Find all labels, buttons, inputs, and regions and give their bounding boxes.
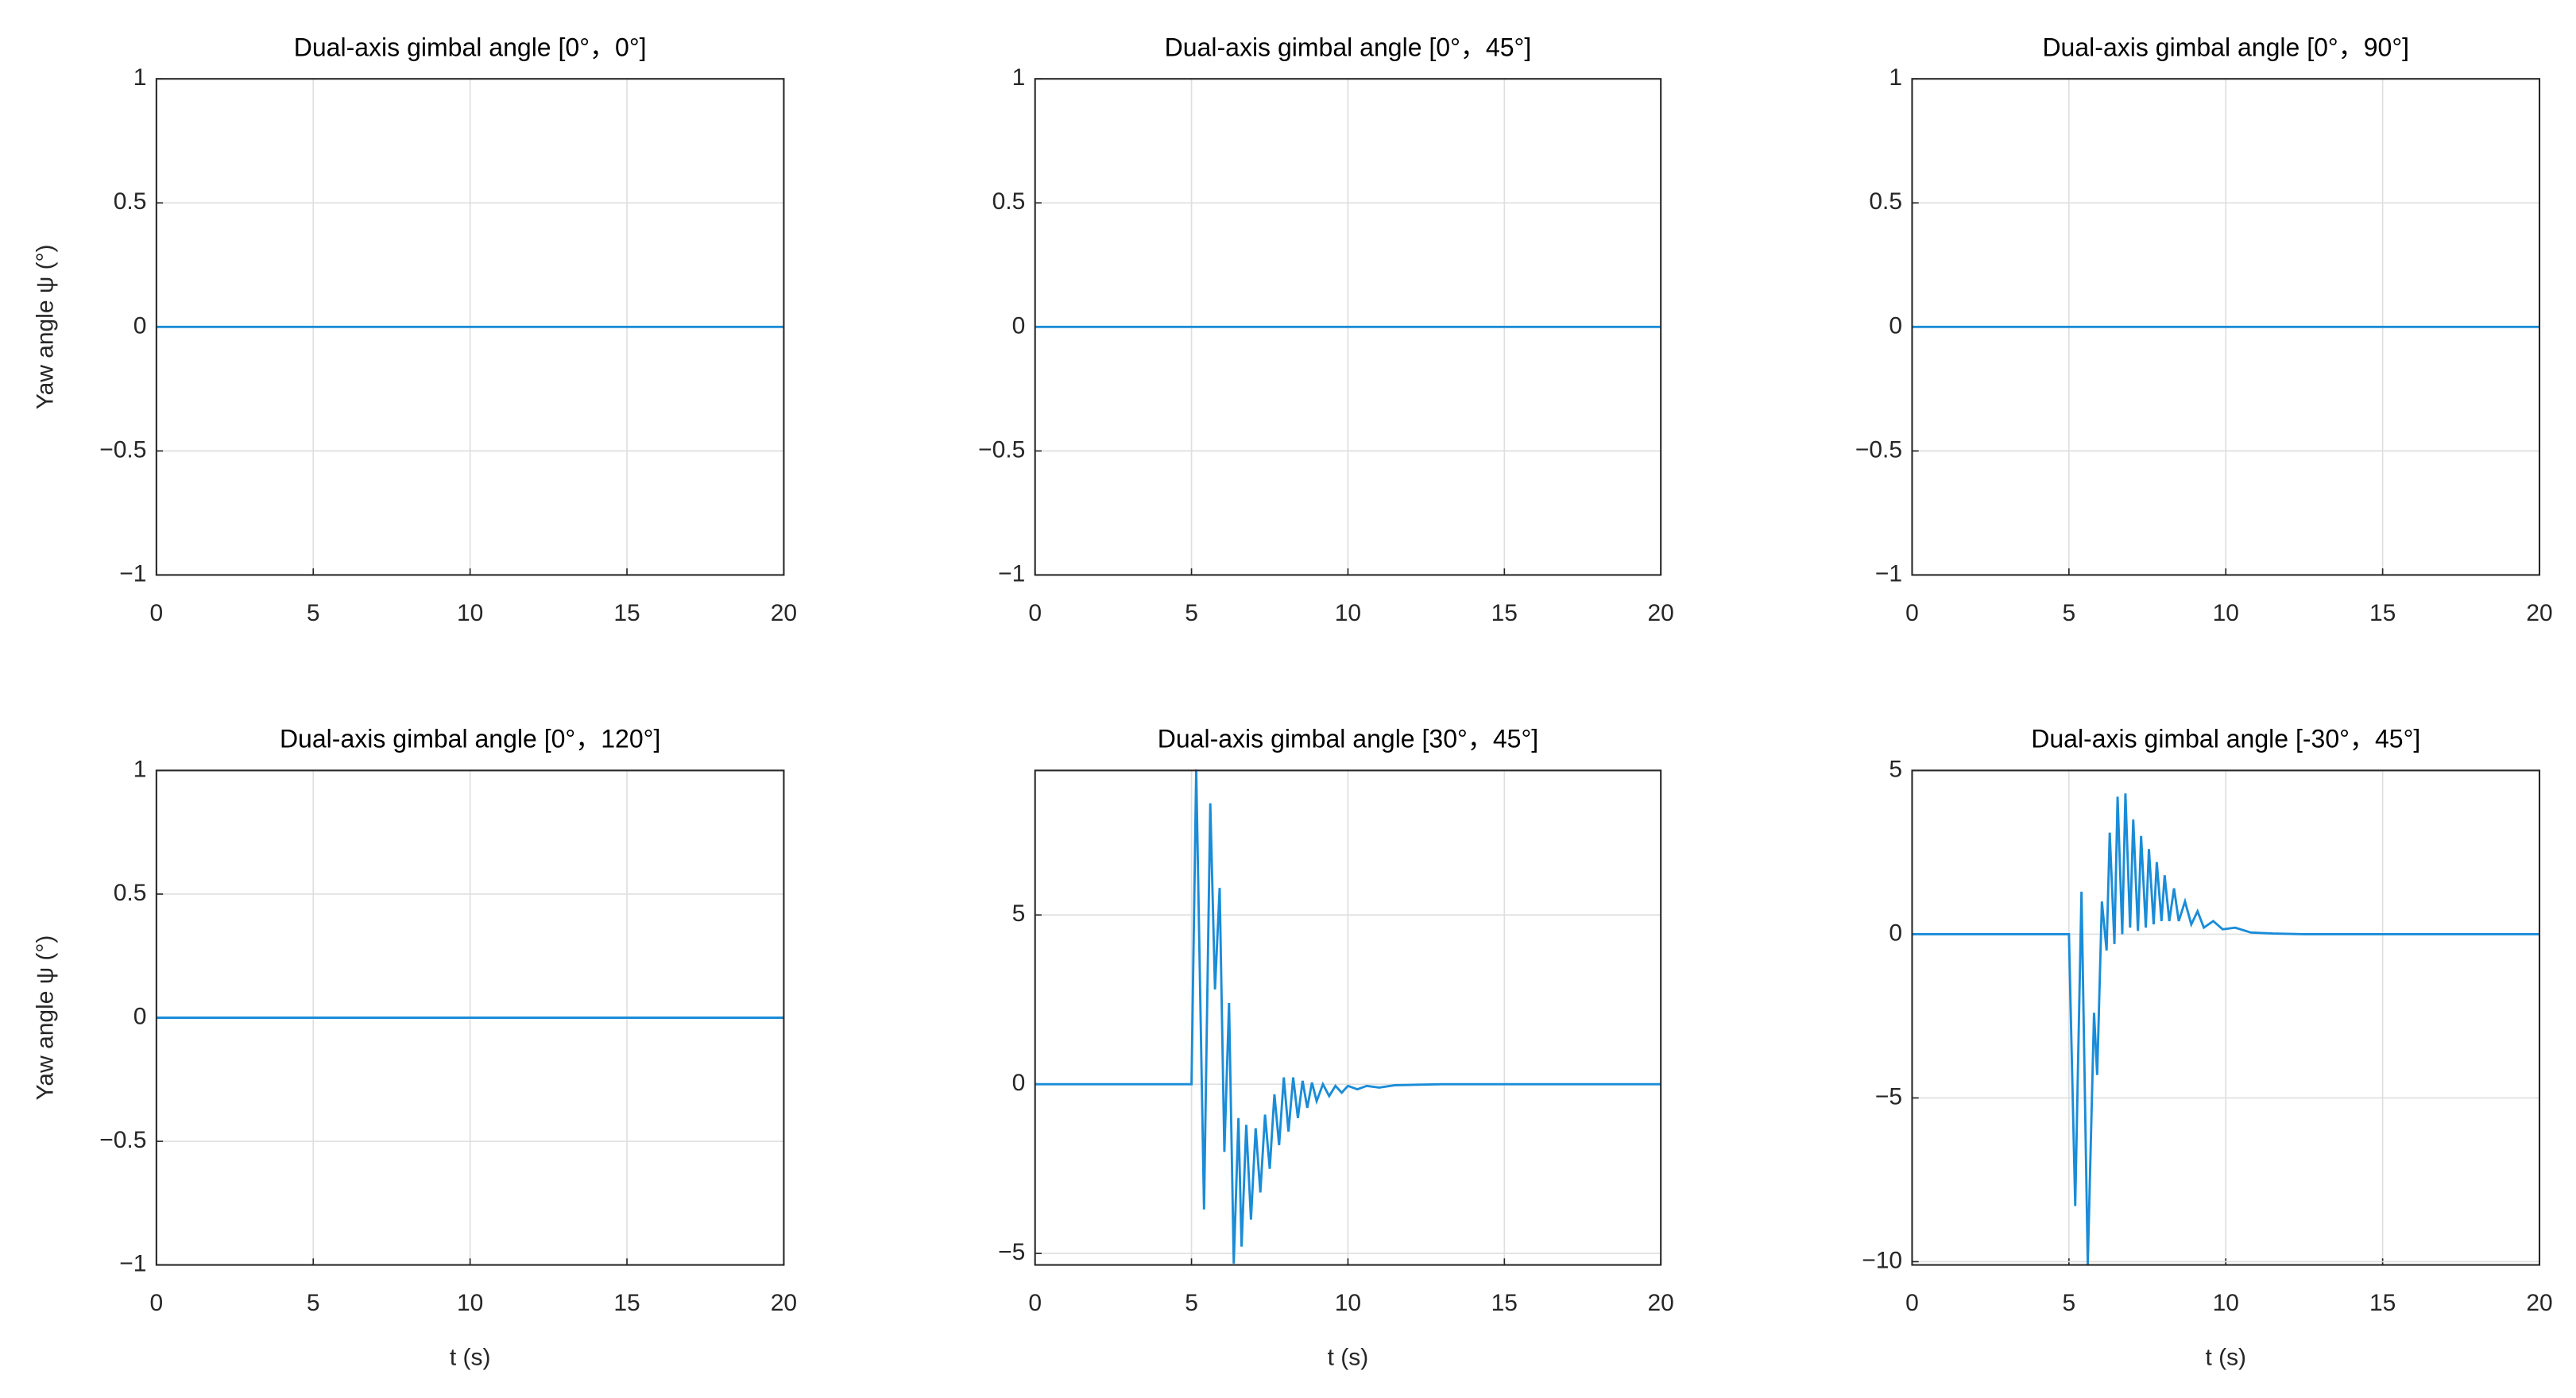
- axes-box: [155, 78, 785, 576]
- subplot-title: Dual-axis gimbal angle [-30°，45°]: [2031, 725, 2420, 753]
- x-tick-label: 10: [457, 600, 483, 626]
- x-tick-label: 20: [771, 1290, 797, 1316]
- x-tick-label: 15: [613, 600, 640, 626]
- x-tick-label: 5: [1185, 1290, 1198, 1316]
- subplot-title: Dual-axis gimbal angle [0°，120°]: [280, 725, 660, 753]
- x-tick-label: 5: [2063, 600, 2076, 626]
- x-tick-label: 15: [613, 1290, 640, 1316]
- x-tick-label: 5: [307, 600, 320, 626]
- y-tick-label: 0.5: [114, 880, 147, 906]
- x-tick-label: 15: [2369, 1290, 2396, 1316]
- y-tick-label: 0: [1889, 312, 1902, 339]
- y-tick-label: −1: [1875, 560, 1902, 587]
- y-tick-label: 5: [1012, 900, 1026, 927]
- x-tick-label: 10: [2213, 1290, 2239, 1316]
- x-axis-label: t (s): [450, 1344, 491, 1370]
- x-tick-label: 15: [1491, 600, 1518, 626]
- subplot-title: Dual-axis gimbal angle [0°，45°]: [1165, 33, 1532, 61]
- x-tick-label: 0: [1028, 600, 1042, 626]
- y-axis-label: Yaw angle ψ (°): [32, 244, 58, 409]
- x-tick-label: 5: [1185, 600, 1198, 626]
- axes-box: [1911, 78, 2541, 576]
- x-tick-label: 5: [2063, 1290, 2076, 1316]
- x-tick-label: 20: [1648, 600, 1674, 626]
- y-tick-label: 1: [1012, 64, 1026, 91]
- x-tick-label: 15: [2369, 600, 2396, 626]
- subplot: 0 5 10 15 20 −1 −0.5 0 0.5 1 Dual-axis gimbal angl…: [32, 33, 797, 625]
- y-tick-label: 1: [133, 756, 147, 782]
- subplot: 0 5 10 15 20 −1 −0.5 0 0.5 1 Dual-axis gimbal angl…: [978, 33, 1674, 625]
- x-tick-label: 0: [150, 1290, 164, 1316]
- x-tick-label: 10: [457, 1290, 483, 1316]
- x-tick-label: 20: [2526, 600, 2552, 626]
- x-tick-label: 0: [1905, 1290, 1919, 1316]
- data-line: [1035, 769, 1661, 1264]
- y-tick-label: −10: [1862, 1247, 1902, 1273]
- x-tick-label: 10: [2213, 600, 2239, 626]
- y-tick-label: 0: [133, 312, 147, 339]
- x-tick-label: 5: [307, 1290, 320, 1316]
- y-tick-label: −0.5: [1855, 436, 1902, 463]
- subplot: 0 5 10 15 20 −1 −0.5 0 0.5 1 Dual-axis gimbal angl…: [1855, 33, 2553, 625]
- x-tick-label: 20: [1648, 1290, 1674, 1316]
- axes-box: [1034, 769, 1662, 1266]
- x-tick-label: 20: [2526, 1290, 2552, 1316]
- y-tick-label: 0: [1889, 920, 1902, 946]
- y-tick-label: −0.5: [978, 436, 1025, 463]
- y-tick-label: −1: [998, 560, 1025, 587]
- axes-box: [1034, 78, 1662, 576]
- y-tick-label: −1: [119, 1250, 146, 1276]
- x-axis-label: t (s): [2205, 1344, 2246, 1370]
- y-tick-label: 0: [1012, 1070, 1026, 1096]
- subplot-title: Dual-axis gimbal angle [30°，45°]: [1158, 725, 1538, 753]
- data-line: [1912, 793, 2540, 1265]
- y-tick-label: 0: [1012, 312, 1026, 339]
- y-tick-label: 1: [1889, 64, 1902, 91]
- y-tick-label: 5: [1889, 756, 1902, 782]
- x-tick-label: 15: [1491, 1290, 1518, 1316]
- y-tick-label: 0.5: [992, 188, 1026, 215]
- y-tick-label: −0.5: [99, 436, 146, 463]
- x-tick-label: 20: [771, 600, 797, 626]
- y-axis-label: Yaw angle ψ (°): [32, 935, 58, 1101]
- y-tick-label: 0.5: [1869, 188, 1902, 215]
- x-tick-label: 10: [1335, 600, 1361, 626]
- y-tick-label: 0: [133, 1003, 147, 1029]
- y-tick-label: −0.5: [99, 1127, 146, 1153]
- y-tick-label: 0.5: [114, 188, 147, 215]
- y-tick-label: −5: [1875, 1083, 1902, 1109]
- y-tick-label: −1: [119, 560, 146, 587]
- y-tick-label: −5: [998, 1239, 1025, 1265]
- x-tick-label: 0: [1905, 600, 1919, 626]
- subplot: 0 5 10 15 20 −1 −0.5 0 0.5 1 Dual-axis gimbal angl…: [32, 725, 797, 1371]
- x-tick-label: 0: [1028, 1290, 1042, 1316]
- subplot-title: Dual-axis gimbal angle [0°，90°]: [2042, 33, 2409, 61]
- x-tick-label: 0: [150, 600, 164, 626]
- subplot: 0 5 10 15 20 −10 −5 0 5 Dual-axis gimbal angle [-…: [1862, 725, 2553, 1371]
- x-axis-label: t (s): [1328, 1344, 1369, 1370]
- axes-box: [155, 769, 785, 1266]
- axes-box: [1911, 769, 2541, 1266]
- x-tick-label: 10: [1335, 1290, 1361, 1316]
- subplot-title: Dual-axis gimbal angle [0°，0°]: [294, 33, 647, 61]
- y-tick-label: 1: [133, 64, 147, 91]
